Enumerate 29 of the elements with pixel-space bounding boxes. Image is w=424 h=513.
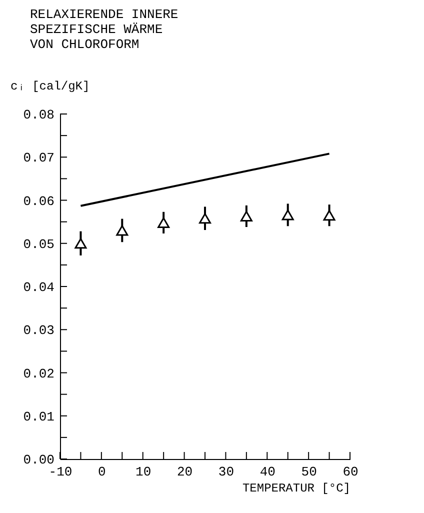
x-axis-title: TEMPERATUR [°C]	[242, 482, 350, 496]
x-tick-label: 40	[260, 464, 276, 480]
point	[74, 238, 87, 249]
y-tick-label: 0.04	[23, 280, 55, 295]
text: SPEZIFISCHE WÄRME	[30, 22, 163, 37]
text: VON CHLOROFORM	[30, 37, 140, 52]
y-tick-label: 0.03	[23, 323, 54, 338]
x-tick-label: 20	[176, 464, 193, 480]
point	[282, 210, 294, 220]
y-axis-title: cᵢ [cal/gK]	[10, 80, 90, 94]
y-tick-label: 0.01	[23, 409, 55, 424]
y-tick-label: 0.07	[23, 150, 54, 166]
x-tick-label: 10	[136, 464, 152, 480]
x-tick-label: 50	[301, 464, 317, 480]
point	[199, 213, 211, 224]
point	[116, 225, 128, 236]
y-tick-label: 0.06	[23, 194, 54, 209]
point	[323, 210, 336, 221]
point	[240, 210, 252, 222]
y-tick-label: 0.00	[23, 452, 54, 468]
point	[158, 217, 170, 228]
x-tick-label: 60	[342, 464, 358, 480]
y-tick-label: 0.05	[23, 236, 54, 252]
y-tick-label: 0.08	[23, 108, 54, 122]
y-tick-label: 0.02	[23, 366, 54, 382]
x-tick-label: -10	[48, 464, 72, 480]
x-tick-label: 0	[98, 464, 106, 480]
text: RELAXIERENDE INNERE	[30, 7, 178, 22]
x-tick-label: 30	[218, 464, 234, 480]
